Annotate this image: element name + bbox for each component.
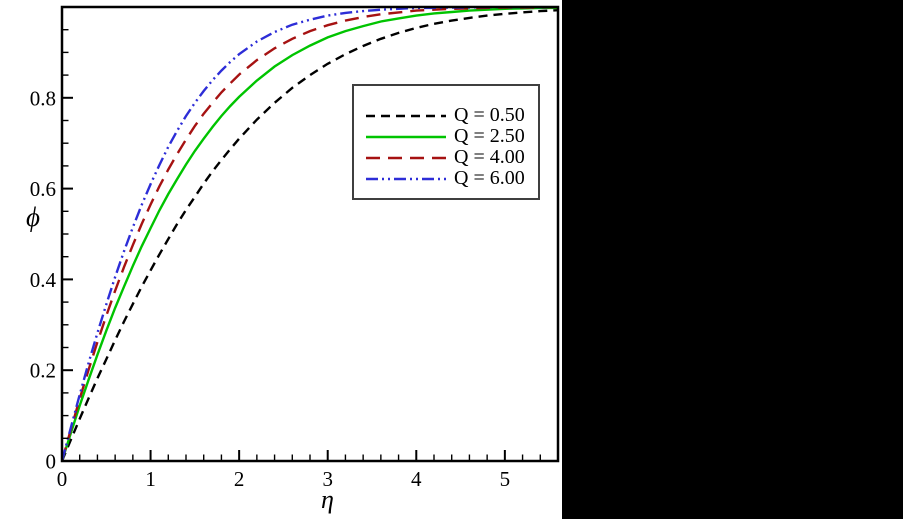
legend-line-sample-dashed: [366, 114, 446, 117]
curve-Q=0.50: [62, 9, 558, 461]
y-axis-label: ϕ: [26, 202, 40, 232]
legend-label: Q = 6.00: [454, 167, 525, 189]
x-axis-label: η: [321, 485, 334, 514]
legend-item: Q = 2.50: [354, 125, 538, 147]
curve-Q=2.50: [62, 7, 558, 461]
svg-text:2: 2: [234, 467, 245, 491]
svg-text:1: 1: [145, 467, 156, 491]
svg-text:0.2: 0.2: [30, 359, 56, 383]
legend-item: Q = 6.00: [354, 167, 538, 189]
curves: [62, 7, 558, 461]
tick-labels: 0 1 2 3 4 5 0 0.2 0.4 0.6 0.8: [30, 86, 510, 491]
svg-text:0.8: 0.8: [30, 86, 56, 110]
legend-line-sample-long-dash: [366, 156, 446, 159]
svg-text:0.4: 0.4: [30, 268, 57, 292]
legend-label: Q = 0.50: [454, 104, 525, 126]
svg-text:3: 3: [322, 467, 333, 491]
svg-text:0: 0: [57, 467, 68, 491]
svg-text:0.6: 0.6: [30, 177, 56, 201]
plot-border: [60, 5, 560, 463]
legend-line-sample-solid: [366, 135, 446, 138]
legend-item: Q = 4.00: [354, 146, 538, 168]
curve-Q=4.00: [62, 7, 558, 461]
legend-label: Q = 4.00: [454, 146, 525, 168]
legend-item: Q = 0.50: [354, 104, 538, 126]
curve-Q=6.00: [62, 7, 558, 461]
svg-text:4: 4: [411, 467, 422, 491]
legend-line-sample-dash-dot-dot: [366, 177, 446, 180]
svg-text:5: 5: [500, 467, 511, 491]
legend-label: Q = 2.50: [454, 125, 525, 147]
ticks: [61, 29, 559, 462]
side-panel: [562, 0, 903, 519]
svg-text:0: 0: [46, 450, 57, 474]
legend: Q = 0.50 Q = 2.50 Q = 4.00 Q = 6.00: [352, 84, 540, 200]
